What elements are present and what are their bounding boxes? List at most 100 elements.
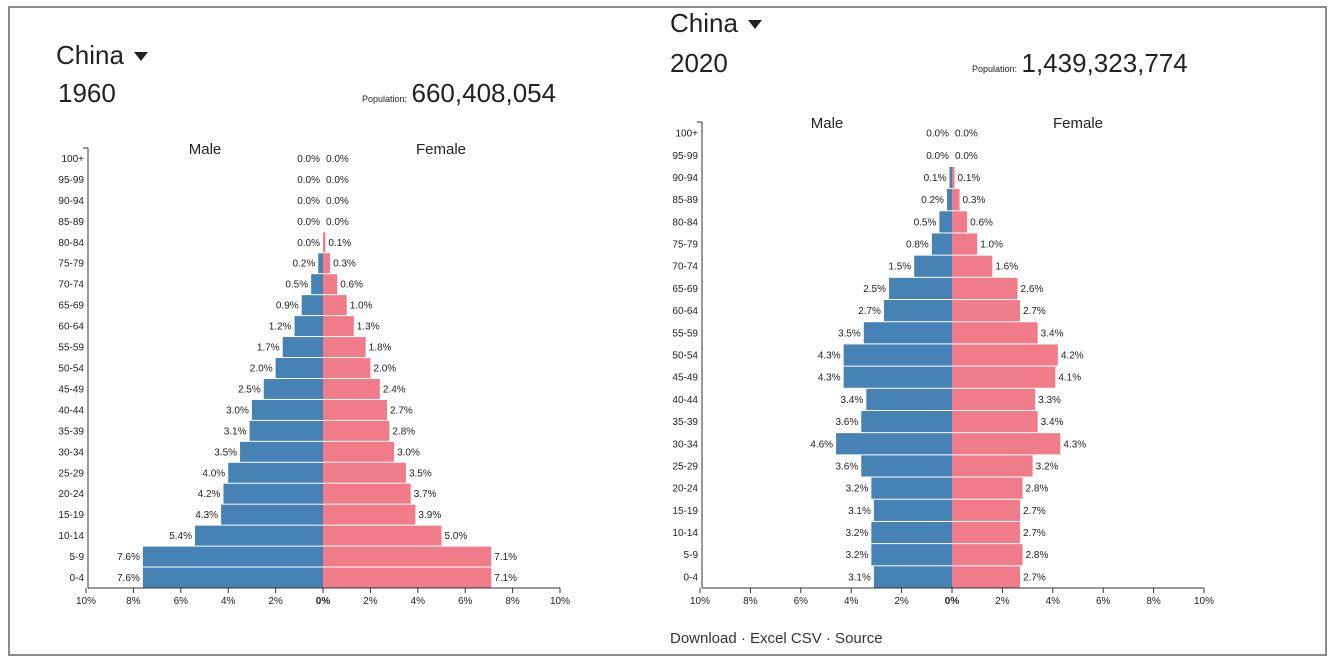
female-value-label: 7.1% xyxy=(494,552,517,563)
x-tick-label: 6% xyxy=(458,596,473,607)
male-bar xyxy=(294,316,323,337)
female-bar xyxy=(952,189,960,211)
female-value-label: 0.1% xyxy=(328,238,351,249)
age-group-label: 35-39 xyxy=(672,417,698,428)
male-value-label: 3.1% xyxy=(848,506,871,517)
male-value-label: 0.8% xyxy=(906,240,929,251)
age-group-label: 75-79 xyxy=(672,240,698,251)
female-value-label: 0.0% xyxy=(326,175,349,186)
male-value-label: 3.2% xyxy=(846,528,869,539)
female-value-label: 2.7% xyxy=(390,405,413,416)
female-value-label: 3.0% xyxy=(397,447,420,458)
female-value-label: 0.0% xyxy=(326,196,349,207)
female-bar xyxy=(952,477,1023,499)
female-value-label: 1.6% xyxy=(995,262,1018,273)
female-value-label: 3.4% xyxy=(1041,417,1064,428)
female-header: Female xyxy=(416,141,466,158)
male-value-label: 2.0% xyxy=(250,364,273,375)
female-value-label: 0.3% xyxy=(963,195,986,206)
female-bar xyxy=(323,420,390,441)
male-value-label: 7.6% xyxy=(117,573,140,584)
female-bar xyxy=(323,337,366,358)
male-bar xyxy=(142,567,323,588)
male-bar xyxy=(251,399,323,420)
female-value-label: 3.3% xyxy=(1038,395,1061,406)
female-bar xyxy=(323,274,338,295)
x-tick-label: 4% xyxy=(844,596,859,607)
download-links[interactable]: Download · Excel CSV · Source xyxy=(670,630,883,647)
age-group-label: 25-29 xyxy=(672,461,698,472)
age-group-label: 85-89 xyxy=(58,217,84,228)
male-bar xyxy=(946,189,952,211)
population-value-left: 660,408,054 xyxy=(411,78,557,108)
female-value-label: 0.0% xyxy=(326,217,349,228)
male-value-label: 0.5% xyxy=(914,217,937,228)
male-bar xyxy=(843,366,952,388)
female-bar xyxy=(952,521,1021,544)
female-value-label: 2.7% xyxy=(1023,506,1046,517)
male-bar xyxy=(836,433,952,455)
age-group-label: 55-59 xyxy=(672,328,698,339)
x-tick-label: 8% xyxy=(505,596,520,607)
x-tick-label: 2% xyxy=(363,596,378,607)
female-value-label: 0.0% xyxy=(955,151,978,162)
female-value-label: 1.0% xyxy=(350,301,373,312)
male-value-label: 2.7% xyxy=(858,306,881,317)
male-bar xyxy=(914,255,952,277)
female-bar xyxy=(952,544,1023,566)
age-group-label: 10-14 xyxy=(58,531,84,542)
female-bar xyxy=(952,322,1038,344)
female-bar xyxy=(952,255,993,277)
age-group-label: 30-34 xyxy=(672,439,698,450)
country-dropdown-left[interactable]: China xyxy=(56,40,148,71)
age-group-label: 100+ xyxy=(675,129,698,140)
male-value-label: 1.7% xyxy=(257,343,280,354)
male-value-label: 4.6% xyxy=(810,439,833,450)
x-tick-label: 4% xyxy=(411,596,426,607)
female-value-label: 2.8% xyxy=(392,426,415,437)
female-value-label: 0.6% xyxy=(970,217,993,228)
country-label-right: China xyxy=(670,8,738,38)
x-tick-label: 8% xyxy=(743,596,758,607)
age-group-label: 95-99 xyxy=(672,151,698,162)
female-bar xyxy=(952,277,1018,300)
male-bar xyxy=(228,462,323,483)
male-value-label: 2.5% xyxy=(863,284,886,295)
female-value-label: 2.7% xyxy=(1023,528,1046,539)
female-value-label: 3.2% xyxy=(1036,461,1059,472)
year-label-left: 1960 xyxy=(58,78,116,108)
age-group-label: 15-19 xyxy=(58,510,84,521)
x-tick-label: 6% xyxy=(794,596,809,607)
male-bar xyxy=(240,441,323,462)
female-value-label: 5.0% xyxy=(445,531,468,542)
male-bar xyxy=(871,544,952,566)
x-tick-label: 0% xyxy=(316,596,331,607)
age-group-label: 95-99 xyxy=(58,175,84,186)
x-tick-label: 2% xyxy=(894,596,909,607)
male-bar xyxy=(318,253,323,274)
population-pyramid-1960: Male Female 100+ 0.0% 0.0% 95-99 0.0% 0.0% 90-94… xyxy=(58,141,570,607)
female-bar xyxy=(323,525,442,546)
age-group-label: 20-24 xyxy=(58,489,84,500)
country-dropdown-right[interactable]: China xyxy=(670,8,762,39)
population-caption-right: Population: xyxy=(972,64,1018,74)
age-group-label: 30-34 xyxy=(58,447,84,458)
age-group-label: 55-59 xyxy=(58,343,84,354)
male-bar xyxy=(142,546,323,567)
female-bar xyxy=(323,378,380,399)
x-tick-label: 10% xyxy=(550,596,570,607)
male-value-label: 4.3% xyxy=(818,351,841,362)
male-bar xyxy=(871,477,952,499)
male-value-label: 0.5% xyxy=(285,280,308,291)
age-group-label: 80-84 xyxy=(672,217,698,228)
caret-down-icon xyxy=(747,20,762,29)
female-value-label: 0.3% xyxy=(333,259,356,270)
female-bar xyxy=(952,455,1033,477)
male-bar xyxy=(873,566,952,588)
male-bar xyxy=(861,455,952,477)
male-value-label: 3.5% xyxy=(214,447,237,458)
female-bar xyxy=(323,295,347,316)
female-bar xyxy=(952,388,1036,410)
male-header: Male xyxy=(189,141,222,158)
x-tick-label: 8% xyxy=(1146,596,1161,607)
